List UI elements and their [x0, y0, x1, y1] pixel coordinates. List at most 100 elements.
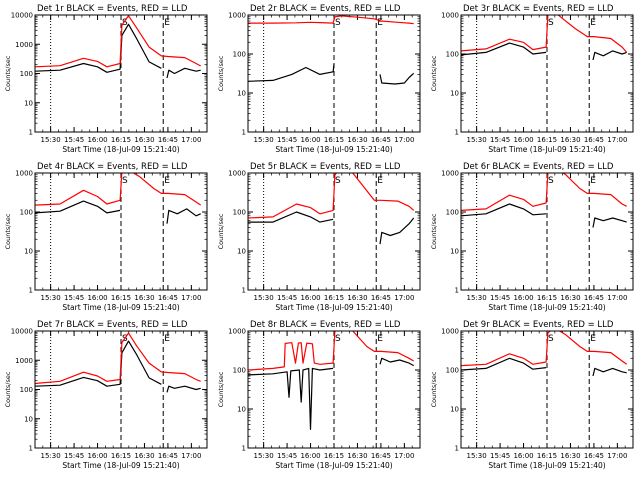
panel-title: Det 2r BLACK = Events, RED = LLD: [250, 4, 401, 14]
x-tick-label: 15:45: [490, 136, 510, 144]
plot-frame: [34, 14, 208, 133]
x-axis-label: Start Time (18-Jul-09 15:21:40): [62, 303, 179, 312]
plot-area: [248, 15, 415, 85]
y-axis-label: Counts/sec: [217, 55, 225, 91]
events-line: [248, 211, 334, 223]
y-tick-label: 10: [24, 248, 33, 256]
x-tick-label: 16:00: [87, 294, 107, 302]
x-tick-label: 17:00: [181, 136, 201, 144]
events-line: [248, 367, 334, 430]
panel-title: Det 1r BLACK = Events, RED = LLD: [37, 4, 188, 14]
x-tick-label: 17:00: [181, 452, 201, 460]
x-tick-label: 17:00: [607, 452, 627, 460]
x-tick-label: 16:45: [371, 294, 391, 302]
y-tick-label: 100: [446, 51, 459, 59]
events-line: [461, 203, 547, 217]
x-tick-label: 16:45: [158, 294, 178, 302]
plot-frame: [460, 330, 634, 449]
y-tick-label: 100: [20, 209, 33, 217]
y-tick-label: 1000: [228, 12, 246, 20]
y-axis-label: Counts/sec: [4, 55, 12, 91]
x-tick-label: 16:30: [134, 452, 154, 460]
panel-det-4: Det 4r BLACK = Events, RED = LLD Counts/s…: [4, 162, 208, 312]
y-tick-label: 1: [29, 129, 33, 137]
x-tick-label: 16:30: [134, 136, 154, 144]
y-tick-label: 1: [29, 287, 33, 295]
x-tick-label: 15:30: [467, 136, 487, 144]
plot-frame: [34, 172, 208, 291]
lld-line: [35, 332, 201, 385]
y-tick-label: 100: [20, 386, 33, 394]
x-tick-label: 16:15: [111, 452, 131, 460]
y-tick-label: 1000: [441, 12, 459, 20]
x-tick-label: 17:00: [181, 294, 201, 302]
events-line: [592, 217, 627, 228]
x-tick-label: 16:30: [560, 294, 580, 302]
plot-frame: [247, 172, 421, 291]
panel-title: Det 4r BLACK = Events, RED = LLD: [37, 162, 188, 172]
events-line: [166, 385, 201, 393]
marker-label: S: [548, 334, 554, 344]
lld-line: [248, 331, 415, 371]
y-axis-label: Counts/sec: [430, 55, 438, 91]
y-tick-label: 100: [446, 209, 459, 217]
x-tick-label: 16:30: [134, 294, 154, 302]
x-tick-label: 15:45: [490, 294, 510, 302]
x-axis-label: Start Time (18-Jul-09 15:21:40): [275, 461, 392, 470]
events-line: [592, 367, 627, 377]
plot-area: [35, 15, 201, 79]
plot-frame: [460, 14, 634, 133]
panel-det-3: Det 3r BLACK = Events, RED = LLD Counts/s…: [430, 4, 634, 154]
panel-det-6: Det 6r BLACK = Events, RED = LLD Counts/s…: [430, 162, 634, 312]
x-axis-label: Start Time (18-Jul-09 15:21:40): [275, 145, 392, 154]
x-tick-label: 16:15: [111, 136, 131, 144]
x-tick-label: 16:45: [371, 136, 391, 144]
y-tick-label: 1000: [228, 328, 246, 336]
y-tick-label: 1: [455, 445, 459, 453]
x-tick-label: 16:15: [537, 136, 557, 144]
y-tick-label: 10: [237, 406, 246, 414]
x-tick-label: 15:30: [41, 452, 61, 460]
x-tick-label: 16:00: [513, 452, 533, 460]
x-tick-label: 16:00: [513, 136, 533, 144]
x-tick-label: 16:15: [111, 294, 131, 302]
x-tick-label: 17:00: [394, 294, 414, 302]
events-line: [461, 42, 547, 56]
panel-title: Det 9r BLACK = Events, RED = LLD: [463, 320, 614, 330]
y-tick-label: 100: [233, 209, 246, 217]
y-tick-label: 10: [24, 99, 33, 107]
y-tick-label: 1000: [15, 41, 33, 49]
y-axis-label: Counts/sec: [430, 371, 438, 407]
lld-line: [35, 173, 202, 206]
x-tick-label: 15:30: [467, 294, 487, 302]
panel-det-2: Det 2r BLACK = Events, RED = LLD Counts/s…: [217, 4, 421, 154]
y-tick-label: 10000: [11, 328, 33, 336]
x-tick-label: 15:30: [254, 294, 274, 302]
y-tick-label: 100: [446, 367, 459, 375]
y-tick-label: 100: [233, 51, 246, 59]
marker-label: S: [335, 18, 341, 28]
y-tick-label: 1: [242, 445, 246, 453]
x-tick-label: 15:45: [277, 136, 297, 144]
plot-area: [35, 332, 201, 393]
x-tick-label: 16:30: [347, 136, 367, 144]
plot-area: [248, 331, 415, 430]
x-tick-label: 15:45: [490, 452, 510, 460]
lld-line: [461, 15, 628, 53]
x-axis-label: Start Time (18-Jul-09 15:21:40): [62, 145, 179, 154]
x-tick-label: 16:00: [87, 452, 107, 460]
panel-title: Det 7r BLACK = Events, RED = LLD: [37, 320, 188, 330]
y-tick-label: 1: [455, 129, 459, 137]
y-tick-label: 1000: [15, 170, 33, 178]
events-line: [461, 357, 547, 371]
marker-label: E: [164, 18, 170, 28]
y-tick-label: 100: [20, 70, 33, 78]
y-axis-label: Counts/sec: [4, 371, 12, 407]
x-tick-label: 17:00: [607, 294, 627, 302]
marker-label: E: [590, 334, 596, 344]
marker-label: E: [377, 176, 383, 186]
y-tick-label: 1: [29, 445, 33, 453]
events-line: [166, 208, 201, 224]
